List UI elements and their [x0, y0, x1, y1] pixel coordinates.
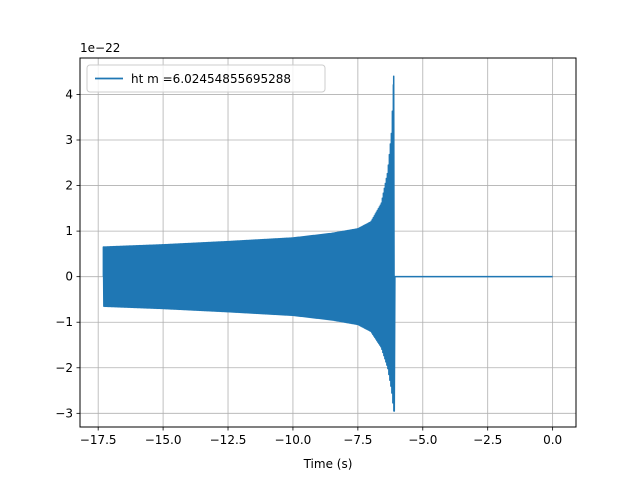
x-axis-label: Time (s): [303, 457, 353, 471]
x-tick-label: 0.0: [543, 433, 562, 447]
y-tick-label: 4: [65, 87, 73, 101]
series-layer: [102, 75, 553, 412]
y-tick-label: −2: [55, 361, 73, 375]
x-tick-label: −2.5: [473, 433, 502, 447]
y-tick-label: 2: [65, 179, 73, 193]
x-tick-label: −10.0: [275, 433, 312, 447]
waveform-series-line: [102, 75, 553, 412]
y-tick-label: 3: [65, 133, 73, 147]
x-axis-ticks: −17.5 −15.0 −12.5 −10.0 −7.5 −5.0 −2.5 0.0: [80, 427, 562, 447]
legend: ht m =6.02454855695288: [86, 64, 326, 93]
y-axis-offset-label: 1e−22: [80, 41, 120, 55]
x-tick-label: −15.0: [145, 433, 182, 447]
x-tick-label: −12.5: [210, 433, 247, 447]
legend-entry-label: ht m =6.02454855695288: [131, 72, 291, 86]
x-tick-label: −17.5: [80, 433, 117, 447]
y-tick-label: 1: [65, 224, 73, 238]
axes-frame: [79, 57, 577, 428]
x-tick-label: −7.5: [343, 433, 372, 447]
y-tick-label: −1: [55, 315, 73, 329]
plot-area: [102, 75, 553, 412]
legend-box: [86, 64, 326, 93]
y-tick-label: −3: [55, 406, 73, 420]
grid: [80, 58, 576, 427]
y-axis-ticks: −3 −2 −1 0 1 2 3 4: [55, 87, 80, 420]
y-tick-label: 0: [65, 270, 73, 284]
x-tick-label: −5.0: [408, 433, 437, 447]
